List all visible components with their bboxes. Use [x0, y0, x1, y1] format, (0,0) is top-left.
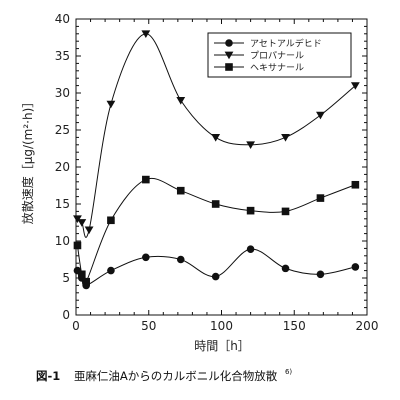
data-point [211, 272, 220, 281]
series-circle [73, 245, 360, 290]
y-tick-label: 20 [55, 160, 70, 174]
data-point [281, 264, 290, 273]
data-point [78, 270, 86, 279]
data-point [316, 111, 325, 120]
y-tick-label: 15 [55, 197, 70, 211]
data-point [211, 200, 220, 208]
caption-reference: 6) [284, 368, 293, 376]
data-point [351, 180, 360, 189]
x-tick-label: 200 [356, 319, 379, 333]
legend-marker [224, 51, 234, 60]
y-tick-label: 10 [55, 234, 70, 248]
data-point [281, 134, 290, 142]
legend-marker [225, 39, 233, 47]
x-tick-label: 100 [210, 319, 233, 333]
data-point [176, 97, 186, 105]
data-point [141, 30, 151, 38]
legend-label: ヘキサナール [250, 63, 304, 74]
data-point [211, 134, 221, 142]
data-point [246, 141, 255, 149]
data-point [73, 215, 82, 223]
legend-marker [225, 63, 233, 71]
data-point [246, 245, 255, 253]
data-point [82, 277, 90, 286]
series-line [77, 33, 356, 238]
y-tick-label: 0 [62, 308, 70, 322]
data-point [176, 255, 185, 264]
y-tick-label: 35 [55, 49, 70, 63]
caption-text: 亜麻仁油Aからのカルボニル化合物放散 [73, 369, 278, 383]
data-point [350, 82, 360, 90]
figure-number: 図-1 [36, 369, 61, 383]
data-point [281, 207, 290, 216]
data-point [316, 194, 325, 202]
x-tick-label: 50 [141, 319, 156, 333]
x-tick-label: 0 [72, 319, 80, 333]
data-point [316, 270, 325, 279]
data-point [107, 266, 115, 275]
data-point [176, 186, 185, 195]
data-point [84, 226, 94, 235]
ticks: 0 50 100 150 200 0 5 10 15 20 25 30 35 40 [55, 12, 379, 333]
data-point [142, 175, 150, 184]
data-point [106, 100, 116, 109]
series [73, 30, 360, 290]
y-axis-label: 放散速度［μg/(m²·h)］ [20, 96, 35, 225]
y-tick-label: 25 [55, 123, 70, 137]
y-tick-label: 5 [62, 271, 70, 285]
figure-caption: 図-1 亜麻仁油Aからのカルボニル化合物放散 6) [36, 368, 292, 384]
series-triangle-down [73, 30, 360, 238]
series-line [76, 177, 356, 286]
data-point [142, 253, 150, 262]
data-point [73, 241, 82, 250]
data-point [77, 219, 87, 227]
data-point [246, 206, 255, 215]
legend-label: プロパナール [250, 51, 304, 62]
data-point [107, 216, 115, 225]
x-tick-label: 150 [283, 319, 306, 333]
y-tick-label: 40 [55, 12, 70, 26]
data-point [351, 263, 360, 271]
x-axis-label: 時間［h］ [194, 339, 250, 353]
legend-label: アセトアルデヒド [250, 38, 322, 50]
series-square [73, 175, 360, 286]
y-tick-label: 30 [55, 86, 70, 100]
